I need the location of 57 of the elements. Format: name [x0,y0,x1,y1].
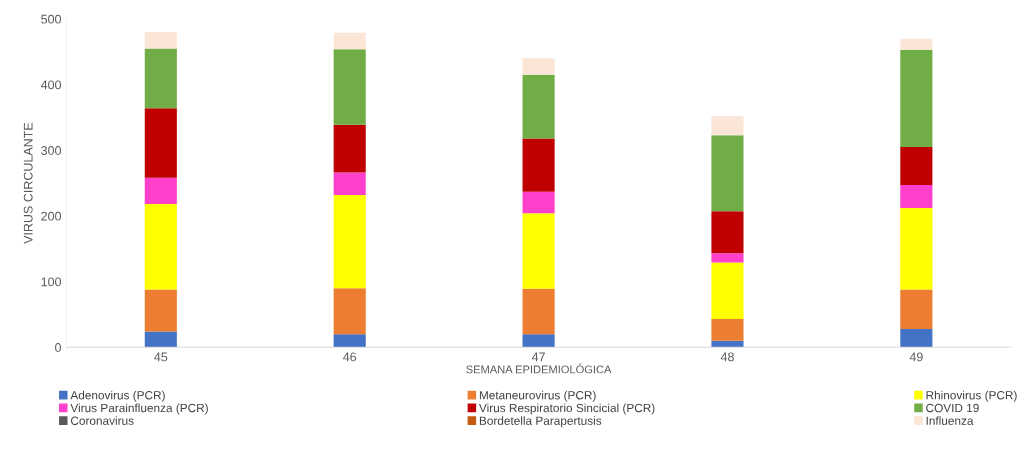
x-tick-label: 47 [531,352,545,362]
bar [144,108,177,178]
bar [522,74,555,139]
bar [333,194,366,289]
bar [333,49,366,125]
legend-label: Rhinovirus (PCR) [926,390,1017,402]
bar [333,288,366,335]
bar [900,289,933,329]
bar [711,319,744,341]
bar [522,138,555,192]
bar [144,48,177,109]
bar [333,32,366,50]
y-axis-title: VIRUS CIRCULANTE [23,122,33,244]
legend-label: Coronavirus [70,416,134,425]
bar [522,58,555,75]
bar [522,213,555,289]
x-axis-title: SEMANA EPIDEMIOLÓGICA [466,363,612,374]
x-tick-label: 46 [343,352,357,362]
bar [522,288,555,335]
y-tick-label: 100 [41,277,62,287]
y-tick-label: 300 [41,146,62,155]
y-tick-label: 400 [40,80,62,90]
bar [711,135,744,212]
legend-label: COVID 19 [926,403,979,413]
bar [144,32,177,49]
legend-label: Adenovirus (PCR) [70,390,165,402]
x-tick-label: 49 [909,352,923,362]
y-tick-label: 0 [55,343,62,352]
bar [711,253,744,263]
bar [144,331,177,348]
bar [333,172,366,195]
bar [711,262,744,320]
bar [144,204,177,290]
bar [900,328,933,348]
y-tick-label: 500 [41,14,62,24]
bar [333,124,366,173]
bar [711,211,744,254]
bar [144,177,177,205]
bar [144,289,177,332]
x-tick-label: 45 [154,352,168,362]
legend-label: Metaneurovirus (PCR) [479,390,596,402]
bar [522,334,555,348]
bar [333,334,366,348]
bar [900,146,933,186]
bar [711,340,744,348]
bar [900,38,933,50]
y-tick-label: 200 [41,211,62,221]
bar [900,185,933,209]
legend-label: Virus Respiratorio Sincicial (PCR) [479,403,655,415]
bar [900,49,933,147]
legend-label: Influenza [926,416,974,425]
legend-label: Virus Parainfluenza (PCR) [70,403,208,415]
bar [711,116,744,136]
legend-label: Bordetella Parapertusis [479,416,602,428]
bar [522,191,555,214]
bar [900,208,933,290]
x-tick-label: 48 [720,352,734,362]
